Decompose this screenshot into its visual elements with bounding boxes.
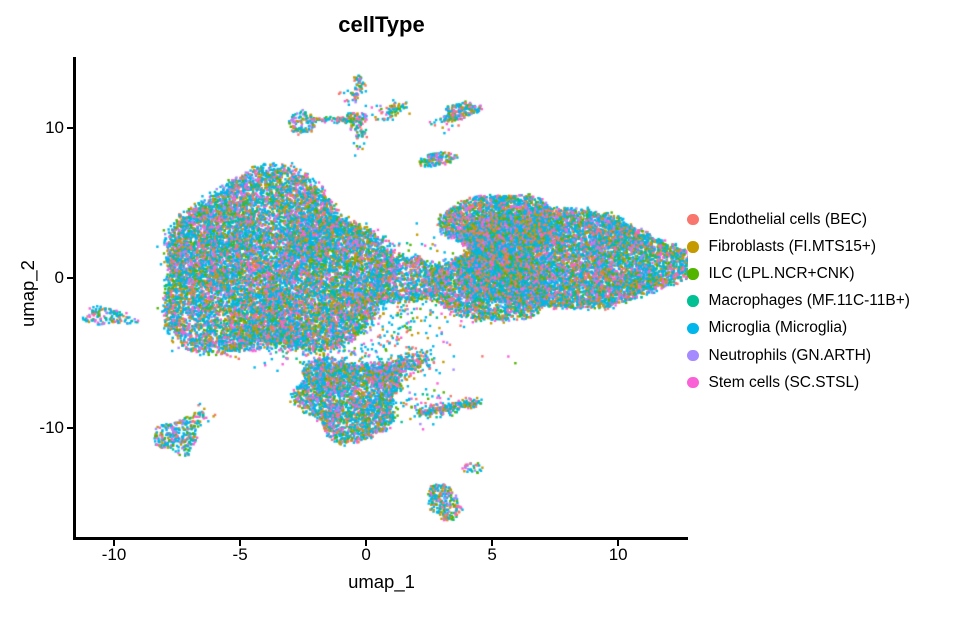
legend-label: Endothelial cells (BEC) xyxy=(708,210,868,228)
y-axis-line xyxy=(73,57,76,539)
legend-item: Endothelial cells (BEC) xyxy=(687,206,910,233)
legend: Endothelial cells (BEC) Fibroblasts (FI.M… xyxy=(687,206,910,396)
legend-color-dot xyxy=(687,295,699,307)
x-axis-line xyxy=(73,537,688,540)
y-tick-mark xyxy=(67,426,73,429)
legend-item: Fibroblasts (FI.MTS15+) xyxy=(687,233,910,260)
x-tick-mark xyxy=(617,539,620,546)
x-tick-label: 5 xyxy=(487,545,497,564)
plot-title: cellType xyxy=(338,12,425,37)
y-axis-title: umap_2 xyxy=(17,260,38,327)
y-tick-label: 0 xyxy=(54,267,64,287)
x-tick-mark xyxy=(365,539,368,546)
legend-label: Fibroblasts (FI.MTS15+) xyxy=(708,237,877,255)
x-tick-label: -5 xyxy=(232,545,248,564)
y-tick-mark xyxy=(67,126,73,129)
legend-label: Stem cells (SC.STSL) xyxy=(708,373,860,391)
legend-label: Microglia (Microglia) xyxy=(708,319,848,337)
y-tick-mark xyxy=(67,276,73,279)
y-tick-label: 10 xyxy=(45,117,64,137)
legend-color-dot xyxy=(687,241,699,253)
legend-item: Neutrophils (GN.ARTH) xyxy=(687,342,910,369)
legend-item: Macrophages (MF.11C-11B+) xyxy=(687,288,910,315)
legend-item: Microglia (Microglia) xyxy=(687,315,910,342)
legend-color-dot xyxy=(687,349,699,362)
y-tick-label: -10 xyxy=(39,417,64,437)
x-tick-label: 10 xyxy=(608,545,628,564)
legend-item: Stem cells (SC.STSL) xyxy=(687,369,910,396)
x-axis-title: umap_1 xyxy=(348,571,415,592)
x-tick-mark xyxy=(113,539,116,546)
x-tick-label: -10 xyxy=(101,545,127,564)
x-tick-label: 0 xyxy=(361,545,371,564)
x-tick-mark xyxy=(239,539,242,546)
legend-label: ILC (LPL.NCR+CNK) xyxy=(708,264,855,282)
x-tick-mark xyxy=(491,539,494,546)
legend-item: ILC (LPL.NCR+CNK) xyxy=(687,260,910,287)
scatter-canvas xyxy=(75,57,688,537)
legend-color-dot xyxy=(687,376,699,389)
legend-color-dot xyxy=(687,268,699,280)
legend-label: Macrophages (MF.11C-11B+) xyxy=(708,292,910,310)
legend-color-dot xyxy=(687,213,699,226)
legend-color-dot xyxy=(687,322,699,335)
legend-label: Neutrophils (GN.ARTH) xyxy=(708,346,872,364)
